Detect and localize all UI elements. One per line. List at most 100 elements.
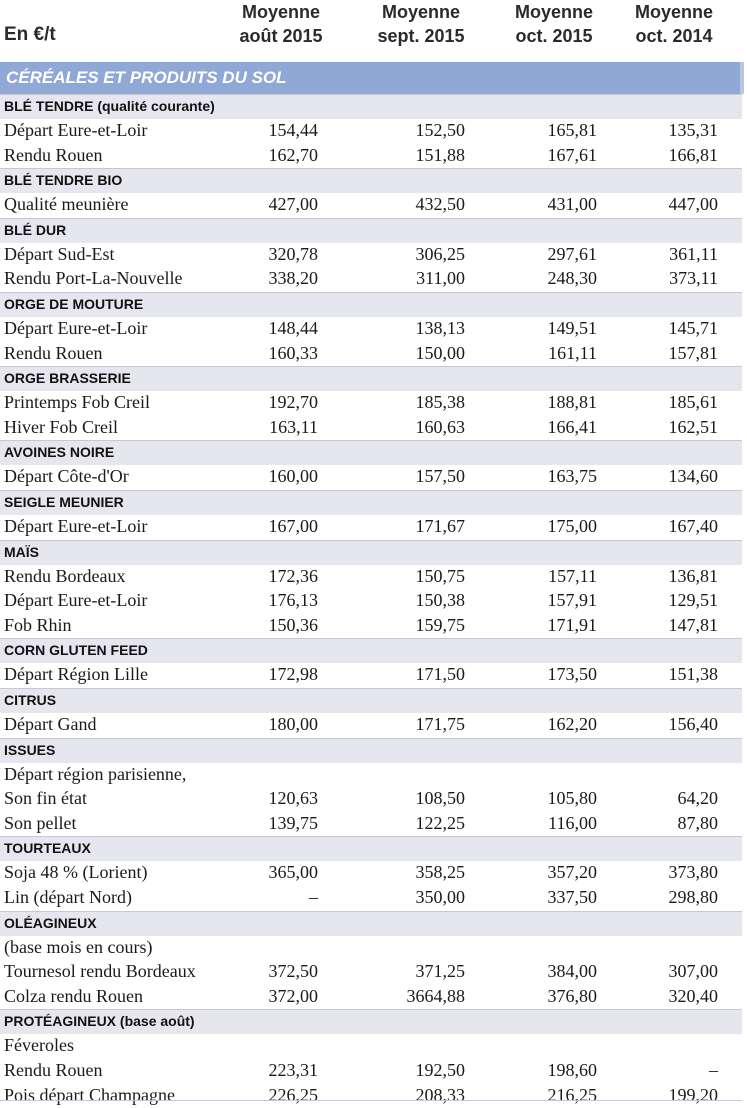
row-label: Départ Gand: [4, 714, 97, 734]
price-cell: 361,11: [669, 243, 718, 264]
unit-label: En €/t: [4, 24, 56, 45]
category-label: CITRUS: [4, 692, 57, 708]
column-header-line2: oct. 2014: [635, 26, 713, 46]
price-cell: 156,40: [668, 714, 719, 734]
price-cell: 306,25: [415, 243, 466, 264]
category-row: AVOINES NOIRE: [0, 440, 742, 466]
table-row: Fob Rhin 150,36 159,75 171,91 147,81: [0, 614, 742, 638]
price-cell: 122,25: [415, 812, 466, 833]
price-cell: 136,81: [668, 565, 719, 586]
column-header-aug-2015: Moyenne août 2015: [222, 0, 340, 48]
row-label: Rendu Port-La-Nouvelle: [4, 268, 183, 289]
row-label: Fob Rhin: [4, 614, 72, 635]
category-label: CORN GLUTEN FEED: [4, 642, 148, 659]
row-label: Son pellet: [4, 812, 77, 833]
price-cell: 192,50: [415, 1060, 466, 1080]
price-cell: 167,40: [668, 516, 719, 536]
price-cell: 199,20: [668, 1084, 719, 1105]
table-row: Féveroles: [0, 1034, 742, 1058]
table-row: (base mois en cours): [0, 936, 742, 960]
price-cell: 320,78: [268, 243, 319, 264]
price-cell: 175,00: [547, 516, 598, 536]
price-cell: 150,00: [415, 342, 466, 363]
table-row: Tournesol rendu Bordeaux 372,50 371,25 384,…: [0, 960, 742, 984]
row-label: Soja 48 % (Lorient): [4, 862, 148, 883]
price-cell: 116,00: [548, 812, 597, 833]
price-cell: 338,20: [268, 268, 319, 289]
price-cell: 134,60: [668, 466, 719, 487]
table-row: Départ Eure-et-Loir 148,44 138,13 149,51 145…: [0, 317, 742, 341]
price-cell: 87,80: [677, 812, 719, 833]
row-label: Départ Région Lille: [4, 664, 148, 685]
price-cell: 350,00: [415, 887, 466, 907]
price-cell: 139,75: [268, 812, 319, 833]
row-label: Colza rendu Rouen: [4, 985, 143, 1006]
price-cell: 171,75: [415, 714, 466, 734]
price-cell: 163,11: [269, 416, 318, 437]
table-row: Hiver Fob Creil 163,11 160,63 166,41 162,51: [0, 416, 742, 440]
column-header-line1: Moyenne: [381, 2, 460, 22]
price-cell: 135,31: [668, 120, 719, 140]
price-cell: 376,80: [547, 985, 598, 1006]
price-cell: 173,50: [547, 664, 598, 685]
table-row: Soja 48 % (Lorient) 365,00 358,25 357,20 373…: [0, 861, 742, 885]
section-banner: CÉRÉALES ET PRODUITS DU SOL: [0, 62, 740, 94]
price-cell: 162,70: [268, 144, 319, 165]
category-label: ORGE DE MOUTURE: [4, 296, 144, 312]
row-label: Pois départ Champagne: [4, 1084, 175, 1105]
category-row: BLÉ TENDRE (qualité courante): [0, 94, 742, 119]
price-cell: 171,67: [415, 516, 466, 536]
price-cell: 160,63: [415, 416, 466, 437]
table-row: Départ Région Lille 172,98 171,50 173,50 151…: [0, 663, 742, 687]
price-cell: 157,91: [547, 590, 598, 611]
price-cell: 188,81: [547, 392, 598, 413]
price-cell: 372,50: [268, 961, 319, 982]
category-row: BLÉ DUR: [0, 217, 742, 243]
price-cell: 311,00: [416, 268, 465, 289]
category-label: ISSUES: [4, 741, 56, 758]
category-label: BLÉ TENDRE BIO: [4, 172, 123, 189]
table-row: Départ Côte-d'Or 160,00 157,50 163,75 134,60: [0, 465, 742, 489]
table-row: Rendu Rouen 223,31 192,50 198,60 –: [0, 1059, 742, 1083]
table-row: Colza rendu Rouen 372,00 3664,88 376,80 320,…: [0, 985, 742, 1009]
row-label: Départ région parisienne,: [4, 763, 187, 784]
price-cell: 161,11: [548, 342, 597, 363]
price-cell: 167,61: [547, 144, 598, 165]
price-cell: 166,81: [668, 144, 719, 165]
category-label: AVOINES NOIRE: [4, 444, 115, 461]
price-cell: 358,25: [415, 862, 466, 883]
row-label: Rendu Rouen: [4, 144, 103, 165]
row-label: Son fin état: [4, 788, 87, 809]
price-cell: 145,71: [668, 318, 719, 338]
row-label: Hiver Fob Creil: [4, 416, 118, 437]
category-label: PROTÉAGINEUX (base août): [4, 1013, 195, 1030]
price-cell: 163,75: [547, 466, 598, 487]
price-cell: 167,00: [268, 516, 319, 536]
category-row: OLÉAGINEUX: [0, 910, 742, 936]
price-cell: 320,40: [668, 985, 719, 1006]
table-row: Pois départ Champagne 226,25 208,33 216,25 1…: [0, 1084, 742, 1108]
price-cell: 427,00: [268, 194, 319, 215]
category-label: OLÉAGINEUX: [4, 914, 97, 931]
table-row: Printemps Fob Creil 192,70 185,38 188,81 185…: [0, 391, 742, 415]
table-row: Départ Eure-et-Loir 167,00 171,67 175,00 167…: [0, 515, 742, 539]
price-cell: 105,80: [547, 788, 598, 809]
price-cell: 431,00: [547, 194, 598, 215]
column-header-line1: Moyenne: [634, 2, 713, 22]
category-row: SEIGLE MEUNIER: [0, 490, 742, 515]
column-header-sep-2015: Moyenne sept. 2015: [360, 0, 482, 48]
price-cell: 307,00: [668, 961, 719, 982]
row-label: Départ Eure-et-Loir: [4, 590, 148, 611]
column-header-line2: sept. 2015: [377, 26, 465, 46]
table-row: Son fin état 120,63 108,50 105,80 64,20: [0, 787, 742, 811]
price-cell: 151,88: [415, 144, 466, 165]
price-cell: 149,51: [547, 318, 598, 338]
category-label: MAÏS: [4, 543, 39, 560]
price-cell: 150,38: [415, 590, 466, 611]
price-cell: 357,20: [547, 862, 598, 883]
price-cell: 159,75: [415, 614, 466, 635]
row-label: Départ Eure-et-Loir: [4, 120, 148, 140]
price-cell: 108,50: [415, 788, 466, 809]
price-cell: 171,50: [415, 664, 466, 685]
price-cell: 373,80: [668, 862, 719, 883]
